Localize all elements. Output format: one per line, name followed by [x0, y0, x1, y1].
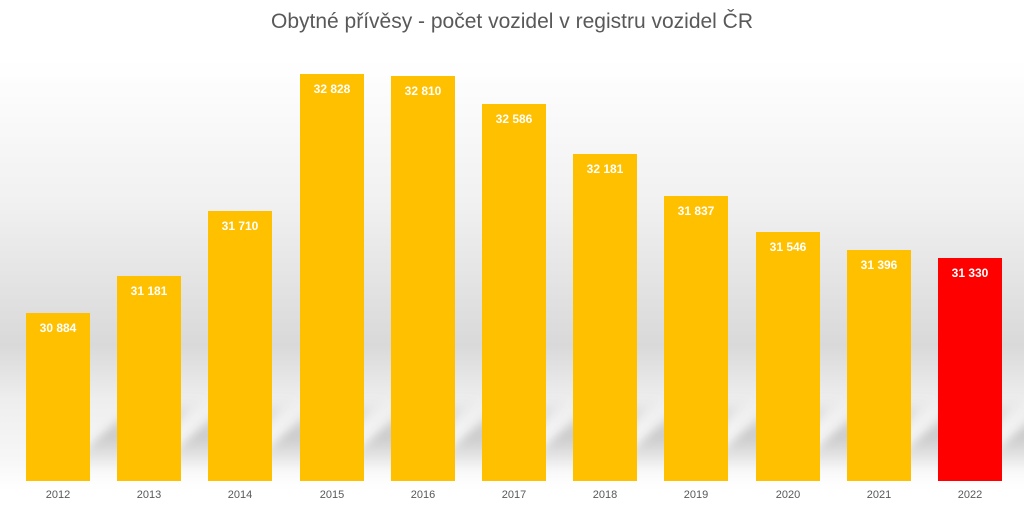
data-label: 31 396: [860, 258, 898, 272]
bar-2016: 32 810: [391, 76, 455, 481]
data-label: 31 710: [221, 219, 259, 233]
data-label: 31 181: [130, 284, 168, 298]
x-tick-label: 2022: [957, 489, 983, 501]
data-label: 30 884: [39, 321, 77, 335]
chart-title: Obytné přívěsy - počet vozidel v registr…: [270, 10, 754, 33]
bar-2017: 32 586: [482, 104, 546, 481]
x-tick-label: 2012: [45, 489, 71, 501]
data-label: 32 810: [404, 84, 442, 98]
data-label: 32 586: [495, 112, 533, 126]
bar-2018: 32 181: [573, 154, 637, 481]
data-label: 32 181: [586, 162, 624, 176]
x-tick-label: 2016: [410, 489, 436, 501]
x-tick-label: 2017: [501, 489, 527, 501]
x-tick-label: 2014: [227, 489, 253, 501]
x-tick-label: 2020: [775, 489, 801, 501]
bar-2020: 31 546: [756, 232, 820, 481]
data-label: 32 828: [313, 82, 351, 96]
bar-2014: 31 710: [208, 211, 272, 481]
bar-2015: 32 828: [300, 74, 364, 481]
x-tick-label: 2018: [592, 489, 618, 501]
bar-2019: 31 837: [664, 196, 728, 481]
bar-2012: 30 884: [26, 313, 90, 481]
x-tick-label: 2015: [319, 489, 345, 501]
x-tick-label: 2013: [136, 489, 162, 501]
data-label: 31 546: [769, 240, 807, 254]
data-label: 31 837: [677, 204, 715, 218]
x-tick-label: 2019: [683, 489, 709, 501]
bar-2022: 31 330: [938, 258, 1002, 481]
data-label: 31 330: [951, 266, 989, 280]
x-tick-label: 2021: [866, 489, 892, 501]
bar-2021: 31 396: [847, 250, 911, 481]
bar-2013: 31 181: [117, 276, 181, 481]
